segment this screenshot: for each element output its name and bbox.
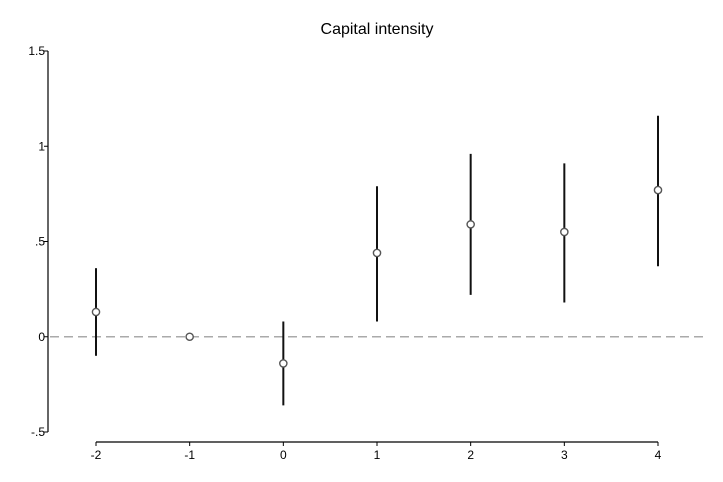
- x-axis: -2 -1 0 1 2 3 4: [91, 441, 662, 462]
- y-tick-label: 0: [38, 330, 45, 344]
- y-tick-label: -.5: [31, 425, 45, 439]
- data-point: [560, 227, 569, 237]
- data-point: [91, 307, 101, 317]
- data-point: [372, 248, 382, 258]
- confidence-intervals: [95, 115, 659, 406]
- point-estimates: [91, 185, 663, 368]
- data-point: [279, 359, 288, 368]
- chart-title: Capital intensity: [321, 21, 434, 38]
- x-tick-label: 2: [467, 448, 474, 462]
- x-tick-label: -2: [91, 448, 102, 462]
- y-tick-label: 1.5: [28, 44, 45, 58]
- x-tick-label: -1: [184, 448, 195, 462]
- y-tick-label: 1: [38, 139, 45, 153]
- y-tick-label: .5: [35, 235, 45, 249]
- y-axis: -.5 0 .5 1 1.5: [28, 44, 49, 439]
- data-point: [466, 220, 475, 229]
- x-tick-label: 4: [655, 448, 662, 462]
- data-point: [185, 332, 194, 342]
- x-tick-label: 1: [374, 448, 381, 462]
- data-point: [653, 185, 663, 195]
- x-tick-label: 3: [561, 448, 568, 462]
- x-tick-label: 0: [280, 448, 287, 462]
